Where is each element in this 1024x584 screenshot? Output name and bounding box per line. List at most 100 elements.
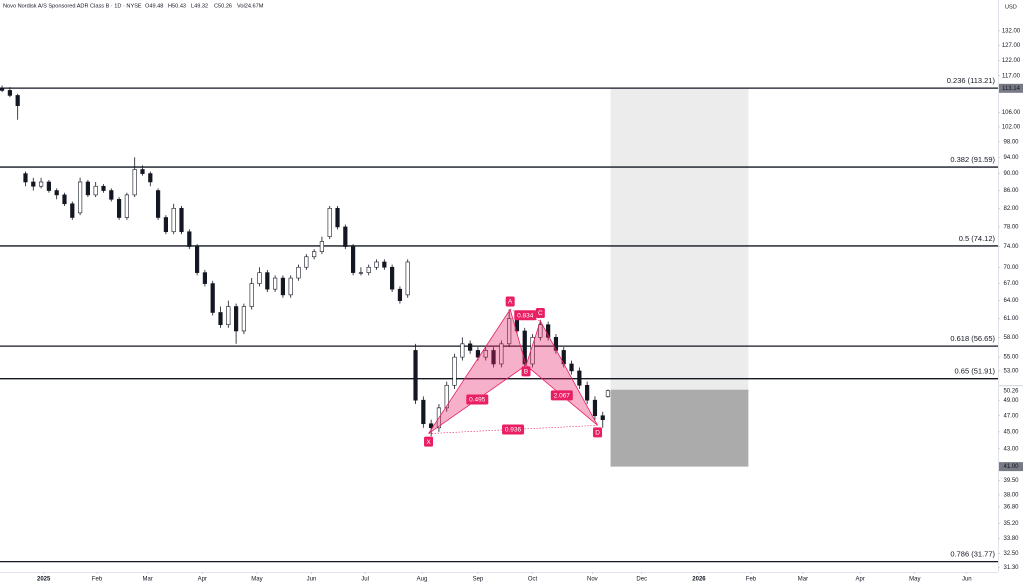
candle-body: [507, 318, 512, 345]
pattern-point-label-bg: [505, 296, 515, 307]
candle-body: [70, 203, 75, 218]
y-tick-label: 106.00: [1002, 110, 1021, 116]
y-tick-label: 31.30: [1003, 565, 1019, 571]
candle-body: [187, 231, 192, 247]
candle-body: [46, 181, 51, 191]
x-tick-label: May: [251, 577, 262, 583]
candle-body: [265, 272, 270, 290]
y-tick-label: 94.00: [1003, 155, 1019, 161]
candle-body: [210, 283, 215, 313]
candle-body: [538, 324, 543, 338]
candle-body: [605, 390, 611, 397]
y-tick-label: 64.00: [1003, 298, 1019, 304]
price-marker: [999, 83, 1023, 93]
range-box: [610, 88, 749, 390]
candle-body: [592, 399, 598, 417]
candle-body: [148, 173, 153, 183]
candle-body: [249, 283, 254, 307]
stat: Vol24.67M: [237, 3, 264, 9]
candle-body: [413, 350, 418, 401]
fib-label: 0.618 (56.65): [950, 334, 995, 343]
y-tick-label: 127.00: [1002, 43, 1021, 49]
x-tick-label: 2025: [37, 577, 51, 583]
candle-body: [585, 384, 590, 401]
x-tick-label: Apr: [198, 577, 207, 583]
candle-body: [405, 261, 410, 296]
pattern-ratio: 0.834: [517, 312, 534, 319]
pattern-point-label-bg: [424, 436, 434, 447]
y-tick-label: 70.00: [1003, 265, 1019, 271]
candle-body: [15, 95, 20, 106]
x-tick-label: May: [909, 577, 920, 583]
candle-body: [226, 306, 231, 326]
candle-body: [351, 246, 356, 273]
pattern-point-label-bg: [535, 307, 545, 318]
candle-body: [569, 363, 574, 372]
y-tick-label: 36.80: [1003, 504, 1019, 510]
candle-body: [553, 337, 559, 351]
pattern-ratio-bg: [466, 394, 489, 405]
y-tick-label: 35.20: [1003, 521, 1019, 527]
pattern-ratio: 0.495: [469, 397, 486, 404]
x-tick-label: Jun: [307, 577, 317, 583]
pattern-ratio-bg: [550, 390, 573, 401]
candle-body: [499, 343, 504, 365]
y-tick-label: 132.00: [1002, 28, 1021, 34]
y-tick-label: 90.00: [1003, 171, 1019, 177]
candle-body: [366, 266, 371, 273]
candle-body: [546, 324, 551, 338]
candle-body: [7, 90, 12, 96]
candle-body: [171, 207, 176, 233]
y-tick-label: 122.00: [1002, 58, 1021, 64]
y-tick-label: 33.80: [1003, 536, 1019, 542]
candle-body: [468, 343, 473, 351]
price-marker-label: 113.14: [1002, 86, 1021, 92]
candle-body: [85, 181, 90, 196]
candle-body: [397, 288, 403, 301]
x-tick-label: Oct: [528, 577, 538, 583]
stat: C50.26: [214, 3, 232, 9]
y-tick-label: 82.00: [1003, 206, 1019, 212]
pattern-point-label-bg: [593, 427, 603, 438]
candle-body: [195, 246, 200, 273]
x-tick-label: 2026: [692, 577, 706, 583]
pattern-point-label: D: [595, 430, 600, 437]
symbol-title: Novo Nordisk A/S Sponsored ADR Class B ·…: [3, 3, 142, 9]
candle-body: [280, 277, 286, 296]
candle-body: [452, 356, 457, 386]
x-tick-label: Sep: [473, 577, 484, 583]
candle-body: [327, 207, 332, 237]
candle-body: [54, 190, 59, 196]
y-tick-label: 39.50: [1003, 478, 1019, 484]
candle-body: [491, 350, 496, 365]
y-tick-label: 32.50: [1003, 551, 1019, 557]
stat: O49.48: [145, 3, 163, 9]
x-tick-label: Mar: [798, 577, 808, 583]
candle-body: [475, 350, 481, 358]
candle-body: [273, 277, 278, 290]
fib-label: 0.5 (74.12): [959, 234, 996, 243]
candle-body: [101, 185, 106, 191]
y-tick-label: 98.00: [1003, 139, 1019, 145]
y-tick-label: 61.00: [1003, 316, 1019, 322]
candle-body: [116, 199, 122, 218]
currency: USD: [1005, 4, 1017, 10]
pattern-ratio-bg: [514, 310, 537, 321]
candle-body: [600, 415, 605, 420]
y-tick-label: 43.00: [1003, 446, 1019, 452]
pattern-ratio: 0.936: [505, 427, 522, 434]
x-tick-label: Feb: [92, 577, 103, 583]
candle-body: [155, 190, 161, 218]
candle-body: [483, 350, 488, 358]
candle-body: [31, 181, 36, 187]
candle-body: [124, 194, 129, 218]
pattern-point-label: C: [538, 310, 543, 317]
candle-body: [38, 181, 44, 187]
candle-body: [77, 181, 83, 214]
candle-body: [218, 312, 223, 326]
stat: L49.32: [191, 3, 208, 9]
price-marker: [999, 386, 1023, 396]
candle-body: [319, 241, 325, 252]
fib-label: 0.382 (91.59): [950, 155, 995, 164]
